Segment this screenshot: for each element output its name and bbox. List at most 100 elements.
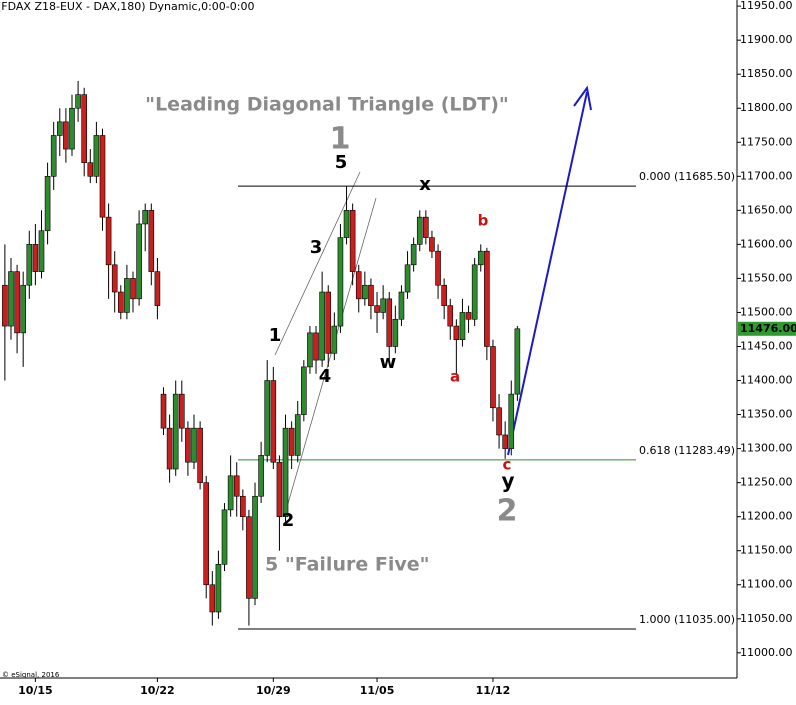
candle-body	[117, 291, 124, 313]
candle-body	[264, 380, 271, 456]
y-tick-label: 11850.00	[740, 67, 793, 80]
candle-body	[429, 237, 435, 252]
channel-line	[274, 171, 361, 356]
annotation: 2	[282, 510, 295, 531]
annotation: y	[501, 469, 514, 493]
candle-body	[276, 461, 283, 517]
candle-body	[172, 393, 179, 470]
candle-body	[20, 284, 26, 334]
fib-label: 1.000 (11035.00)	[639, 613, 735, 626]
candle-body	[191, 427, 197, 463]
candle-body	[2, 284, 8, 327]
arrow-head	[573, 85, 592, 111]
y-tick-label: 11150.00	[740, 544, 793, 557]
annotation: 5 "Failure Five"	[265, 554, 430, 576]
y-tick-label: 11350.00	[740, 408, 793, 421]
candle-body	[313, 332, 319, 361]
annotation: b	[478, 212, 489, 230]
candle-body	[221, 509, 228, 565]
annotation: 3	[310, 237, 323, 258]
candle-body	[447, 305, 454, 327]
candle-body	[258, 455, 264, 497]
candle-body	[386, 298, 393, 347]
y-tick-label: 11300.00	[740, 442, 793, 455]
candle-body	[197, 427, 203, 483]
candle-body	[209, 584, 216, 613]
candle-body	[423, 216, 429, 238]
candle-body	[392, 318, 399, 347]
candle-body	[465, 312, 472, 320]
candle-body	[93, 135, 100, 177]
channel-line	[286, 197, 377, 508]
candle-body	[215, 564, 222, 613]
candle-body	[81, 94, 87, 163]
candle-body	[105, 216, 112, 266]
candle-body	[331, 325, 338, 354]
candle-body	[490, 346, 496, 409]
y-tick-label: 11950.00	[740, 0, 793, 12]
candle-body	[185, 427, 191, 463]
annotation: w	[380, 352, 397, 373]
annotation: 2	[497, 494, 518, 529]
y-tick-label: 11700.00	[740, 169, 793, 182]
y-tick-label: 11500.00	[740, 305, 793, 318]
y-tick-label: 11100.00	[740, 578, 793, 591]
candle-body	[142, 210, 149, 225]
candle-body	[514, 328, 521, 395]
y-tick-label: 11550.00	[740, 271, 793, 284]
x-tick-label: 11/12	[476, 684, 511, 697]
annotation: c	[503, 456, 512, 474]
candle-body	[496, 407, 502, 436]
candle-body	[179, 393, 185, 429]
copyright: © eSignal, 2016	[2, 671, 60, 679]
y-tick-label: 11050.00	[740, 612, 793, 625]
candle-body	[435, 250, 441, 286]
candle-body	[502, 434, 508, 449]
y-tick-label: 11250.00	[740, 476, 793, 489]
candle-body	[355, 271, 362, 300]
candle-body	[508, 393, 515, 449]
last-price-label: 11476.00	[740, 322, 796, 335]
candle-body	[325, 291, 332, 354]
candle-body	[14, 271, 20, 334]
annotation: 1	[330, 122, 351, 157]
candle-body	[32, 244, 39, 272]
y-tick-label: 11200.00	[740, 510, 793, 523]
annotation: 5	[335, 152, 348, 173]
candle-body	[136, 223, 142, 300]
candle-body	[294, 414, 301, 456]
candle-body	[233, 475, 240, 497]
annotation: 1	[269, 325, 282, 346]
candle-body	[459, 312, 466, 340]
y-tick-label: 11800.00	[740, 101, 793, 114]
candle-body	[166, 427, 173, 470]
candle-body	[8, 271, 14, 327]
candle-body	[453, 325, 460, 340]
candle-body	[154, 271, 161, 306]
candle-body	[44, 176, 51, 232]
candle-body	[337, 237, 344, 327]
y-tick-label: 11650.00	[740, 203, 793, 216]
candle-body	[404, 264, 411, 293]
candle-body	[240, 495, 246, 517]
x-tick-label: 11/05	[360, 684, 395, 697]
candle-body	[38, 230, 45, 272]
candle-body	[111, 264, 118, 293]
y-tick-label: 11900.00	[740, 33, 793, 46]
last-price-box	[738, 321, 796, 336]
candle-body	[203, 482, 210, 586]
fib-label: 0.000 (11685.50)	[639, 170, 735, 183]
candle-body	[484, 250, 490, 347]
candle-body	[56, 121, 63, 136]
candle-body	[124, 278, 130, 313]
x-tick-label: 10/29	[256, 684, 291, 697]
x-tick-label: 10/22	[140, 684, 175, 697]
annotation: 4	[319, 366, 332, 387]
candle-body	[130, 278, 136, 300]
fib-label: 0.618 (11283.49)	[639, 444, 735, 457]
candle-body	[99, 135, 106, 218]
projection-arrow	[507, 91, 588, 456]
candle-body	[398, 291, 405, 320]
chart-title: (FDAX Z18-EUX - DAX,180) Dynamic,0:00-0:…	[0, 0, 254, 13]
